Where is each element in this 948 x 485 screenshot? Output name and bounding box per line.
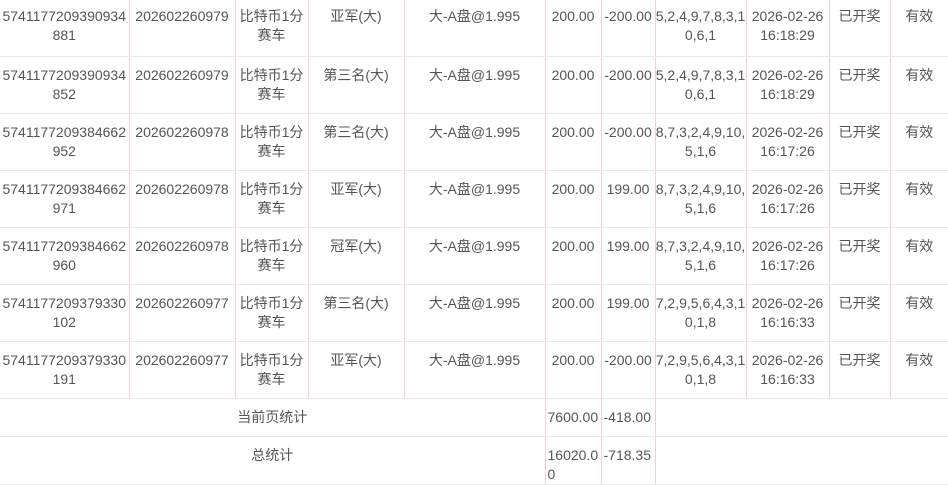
cell-amount: 200.00	[545, 0, 602, 57]
cell-order-no: 5741177209384662971	[0, 170, 130, 228]
cell-status: 已开奖	[829, 0, 891, 57]
cell-content: 大-A盘@1.995	[404, 113, 546, 171]
cell-amount: 200.00	[545, 284, 602, 342]
cell-order-no: 5741177209384662952	[0, 113, 130, 171]
cell-profit: 199.00	[601, 284, 656, 342]
table-row: 5741177209384662960 202602260978 比特币1分赛车 冠军…	[0, 227, 948, 285]
cell-issue: 202602260979	[129, 0, 236, 57]
cell-issue: 202602260979	[129, 56, 236, 114]
cell-profit: 199.00	[601, 170, 656, 228]
cell-order-no: 5741177209390934852	[0, 56, 130, 114]
cell-amount: 200.00	[545, 341, 602, 399]
cell-game: 比特币1分赛车	[235, 56, 309, 114]
cell-content: 大-A盘@1.995	[404, 170, 546, 228]
cell-order-no: 5741177209379330191	[0, 341, 130, 399]
cell-play: 第三名(大)	[308, 56, 405, 114]
table-row: 5741177209384662971 202602260978 比特币1分赛车 亚军…	[0, 170, 948, 228]
cell-profit: -200.00	[601, 56, 656, 114]
cell-amount: 200.00	[545, 56, 602, 114]
cell-content: 大-A盘@1.995	[404, 284, 546, 342]
cell-status: 已开奖	[829, 341, 891, 399]
cell-profit: -200.00	[601, 0, 656, 57]
cell-play: 冠军(大)	[308, 227, 405, 285]
cell-game: 比特币1分赛车	[235, 113, 309, 171]
summary-profit: -718.35	[601, 436, 656, 485]
page-total-row: 当前页统计 7600.00 -418.00	[0, 398, 948, 437]
cell-issue: 202602260978	[129, 227, 236, 285]
cell-issue: 202602260978	[129, 170, 236, 228]
cell-valid: 有效	[890, 113, 948, 171]
grand-total-row: 总统计 16020.00 -718.35	[0, 436, 948, 485]
cell-valid: 有效	[890, 56, 948, 114]
cell-play: 第三名(大)	[308, 284, 405, 342]
table-row: 5741177209379330191 202602260977 比特币1分赛车 亚军…	[0, 341, 948, 399]
cell-order-no: 5741177209379330102	[0, 284, 130, 342]
table-row: 5741177209379330102 202602260977 比特币1分赛车 第三…	[0, 284, 948, 342]
cell-game: 比特币1分赛车	[235, 0, 309, 57]
cell-valid: 有效	[890, 0, 948, 57]
cell-time: 2026-02-26 16:17:26	[746, 170, 830, 228]
cell-result: 7,2,9,5,6,4,3,10,1,8	[655, 341, 747, 399]
summary-amount: 7600.00	[545, 398, 602, 437]
cell-content: 大-A盘@1.995	[404, 0, 546, 57]
cell-game: 比特币1分赛车	[235, 284, 309, 342]
cell-result: 7,2,9,5,6,4,3,10,1,8	[655, 284, 747, 342]
cell-amount: 200.00	[545, 227, 602, 285]
cell-order-no: 5741177209390934881	[0, 0, 130, 57]
cell-time: 2026-02-26 16:17:26	[746, 227, 830, 285]
cell-valid: 有效	[890, 227, 948, 285]
cell-time: 2026-02-26 16:16:33	[746, 284, 830, 342]
cell-profit: -200.00	[601, 341, 656, 399]
table-row: 5741177209390934852 202602260979 比特币1分赛车 第三…	[0, 56, 948, 114]
cell-status: 已开奖	[829, 56, 891, 114]
summary-label: 总统计	[0, 436, 546, 485]
cell-valid: 有效	[890, 170, 948, 228]
cell-status: 已开奖	[829, 284, 891, 342]
cell-play: 亚军(大)	[308, 341, 405, 399]
cell-time: 2026-02-26 16:17:26	[746, 113, 830, 171]
cell-game: 比特币1分赛车	[235, 170, 309, 228]
cell-result: 5,2,4,9,7,8,3,10,6,1	[655, 56, 747, 114]
cell-play: 第三名(大)	[308, 113, 405, 171]
cell-play: 亚军(大)	[308, 170, 405, 228]
cell-time: 2026-02-26 16:18:29	[746, 0, 830, 57]
cell-result: 5,2,4,9,7,8,3,10,6,1	[655, 0, 747, 57]
cell-issue: 202602260978	[129, 113, 236, 171]
summary-empty	[655, 398, 948, 437]
cell-issue: 202602260977	[129, 341, 236, 399]
cell-issue: 202602260977	[129, 284, 236, 342]
cell-profit: -200.00	[601, 113, 656, 171]
summary-label: 当前页统计	[0, 398, 546, 437]
cell-content: 大-A盘@1.995	[404, 341, 546, 399]
cell-play: 亚军(大)	[308, 0, 405, 57]
cell-profit: 199.00	[601, 227, 656, 285]
table-row: 5741177209390934881 202602260979 比特币1分赛车 亚军…	[0, 0, 948, 57]
summary-amount: 16020.00	[545, 436, 602, 485]
cell-order-no: 5741177209384662960	[0, 227, 130, 285]
summary-profit: -418.00	[601, 398, 656, 437]
cell-result: 8,7,3,2,4,9,10,5,1,6	[655, 227, 747, 285]
cell-game: 比特币1分赛车	[235, 341, 309, 399]
cell-result: 8,7,3,2,4,9,10,5,1,6	[655, 113, 747, 171]
table-row: 5741177209384662952 202602260978 比特币1分赛车 第三…	[0, 113, 948, 171]
cell-valid: 有效	[890, 284, 948, 342]
cell-status: 已开奖	[829, 113, 891, 171]
cell-time: 2026-02-26 16:16:33	[746, 341, 830, 399]
cell-result: 8,7,3,2,4,9,10,5,1,6	[655, 170, 747, 228]
cell-content: 大-A盘@1.995	[404, 56, 546, 114]
cell-status: 已开奖	[829, 227, 891, 285]
cell-amount: 200.00	[545, 113, 602, 171]
cell-status: 已开奖	[829, 170, 891, 228]
cell-valid: 有效	[890, 341, 948, 399]
cell-time: 2026-02-26 16:18:29	[746, 56, 830, 114]
cell-game: 比特币1分赛车	[235, 227, 309, 285]
cell-amount: 200.00	[545, 170, 602, 228]
cell-content: 大-A盘@1.995	[404, 227, 546, 285]
summary-empty	[655, 436, 948, 485]
